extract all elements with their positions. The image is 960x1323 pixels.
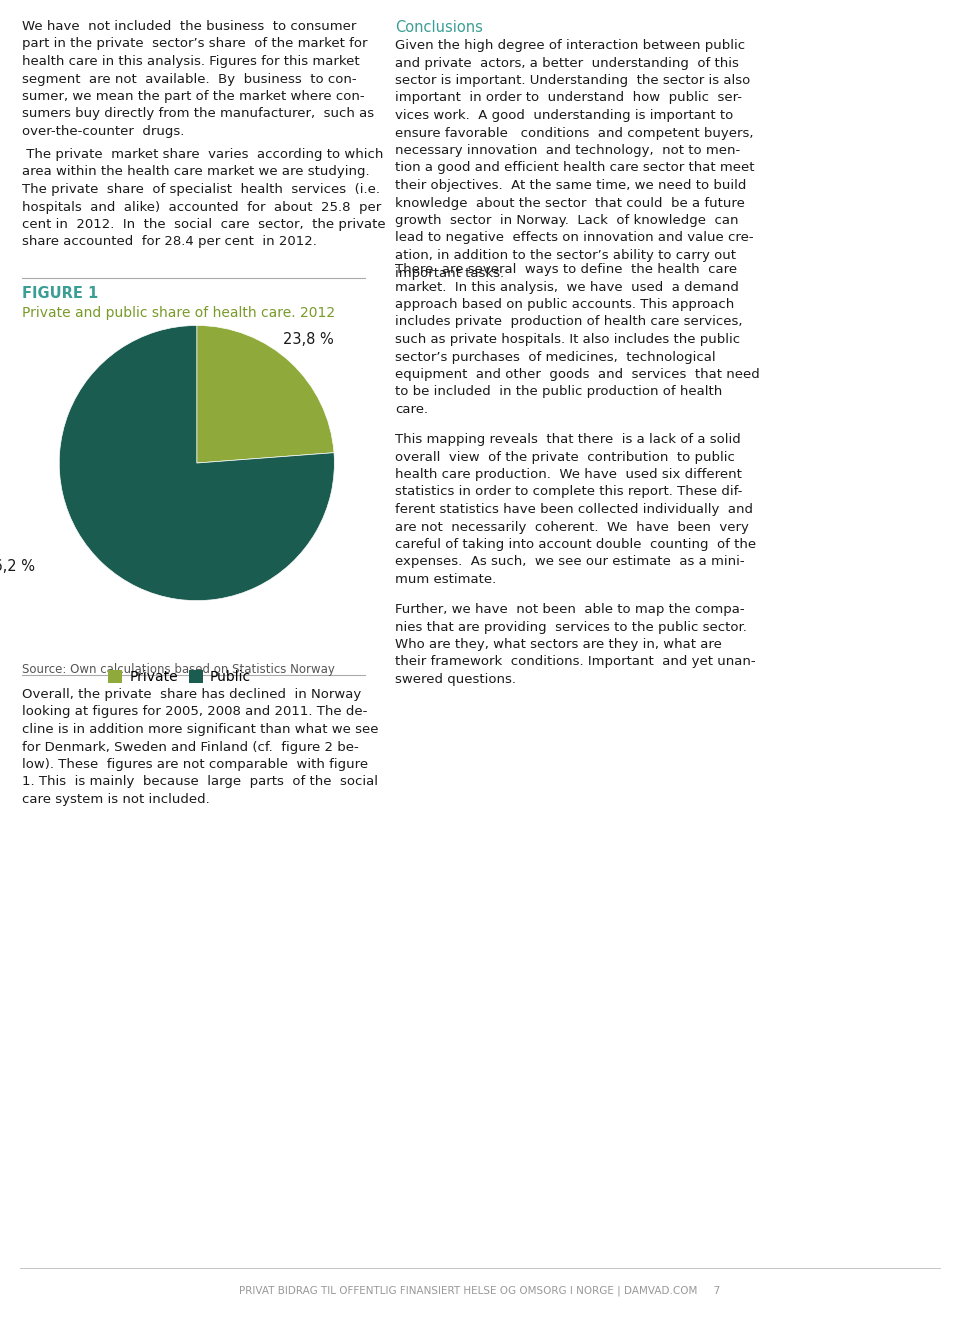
Text: This mapping reveals  that there  is a lack of a solid
overall  view  of the pri: This mapping reveals that there is a lac… (395, 433, 756, 586)
Wedge shape (197, 325, 334, 463)
Text: Given the high degree of interaction between public
and private  actors, a bette: Given the high degree of interaction bet… (395, 38, 755, 279)
Text: There  are several  ways to define  the health  care
market.  In this analysis, : There are several ways to define the hea… (395, 263, 759, 415)
Text: The private  market share  varies  according to which
area within the health car: The private market share varies accordin… (22, 148, 386, 249)
Text: We have  not included  the business  to consumer
part in the private  sector’s s: We have not included the business to con… (22, 20, 374, 138)
Text: Source: Own calculations based on Statistics Norway: Source: Own calculations based on Statis… (22, 663, 335, 676)
Legend: Private, Public: Private, Public (103, 665, 256, 691)
Text: FIGURE 1: FIGURE 1 (22, 286, 98, 302)
Text: 23,8 %: 23,8 % (283, 332, 333, 348)
Text: Conclusions: Conclusions (395, 20, 483, 34)
Text: Overall, the private  share has declined  in Norway
looking at figures for 2005,: Overall, the private share has declined … (22, 688, 378, 806)
Text: 76,2 %: 76,2 % (0, 560, 35, 574)
Text: Private and public share of health care. 2012: Private and public share of health care.… (22, 306, 335, 320)
Text: PRIVAT BIDRAG TIL OFFENTLIG FINANSIERT HELSE OG OMSORG I NORGE | DAMVAD.COM     : PRIVAT BIDRAG TIL OFFENTLIG FINANSIERT H… (239, 1285, 721, 1295)
Text: Further, we have  not been  able to map the compa-
nies that are providing  serv: Further, we have not been able to map th… (395, 603, 756, 687)
Wedge shape (60, 325, 334, 601)
